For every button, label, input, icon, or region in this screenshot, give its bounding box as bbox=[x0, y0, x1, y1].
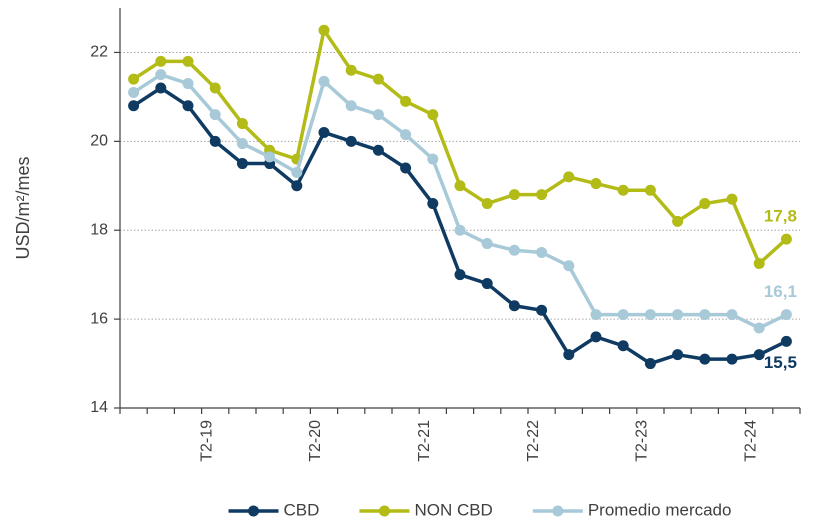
marker bbox=[372, 109, 384, 121]
data-label: 15,5 bbox=[764, 353, 797, 372]
x-tick-label: T2-23 bbox=[634, 420, 651, 462]
marker bbox=[617, 184, 629, 196]
marker bbox=[400, 129, 412, 141]
marker bbox=[128, 86, 140, 98]
marker bbox=[400, 162, 412, 174]
legend-label: NON CBD bbox=[414, 500, 492, 519]
marker bbox=[644, 309, 656, 321]
y-tick-label: 22 bbox=[90, 44, 108, 61]
marker bbox=[563, 171, 575, 183]
marker bbox=[481, 238, 493, 250]
marker bbox=[780, 335, 792, 347]
marker bbox=[672, 349, 684, 361]
marker bbox=[155, 55, 167, 67]
marker bbox=[590, 331, 602, 343]
marker bbox=[753, 258, 765, 270]
legend-label: CBD bbox=[284, 500, 320, 519]
marker bbox=[780, 309, 792, 321]
marker bbox=[155, 69, 167, 81]
marker bbox=[563, 349, 575, 361]
y-tick-label: 20 bbox=[90, 133, 108, 150]
marker bbox=[481, 198, 493, 210]
marker bbox=[155, 82, 167, 94]
marker bbox=[699, 309, 711, 321]
marker bbox=[753, 322, 765, 334]
marker bbox=[454, 180, 466, 192]
marker bbox=[236, 138, 248, 150]
marker bbox=[372, 73, 384, 85]
marker bbox=[481, 278, 493, 290]
x-tick-label: T2-22 bbox=[525, 420, 542, 462]
marker bbox=[182, 100, 194, 112]
marker bbox=[726, 309, 738, 321]
marker bbox=[508, 189, 520, 201]
y-tick-label: 18 bbox=[90, 221, 108, 238]
y-tick-label: 14 bbox=[90, 399, 108, 416]
marker bbox=[699, 353, 711, 365]
marker bbox=[536, 304, 548, 316]
marker bbox=[182, 78, 194, 90]
legend-marker bbox=[378, 505, 390, 517]
marker bbox=[590, 178, 602, 190]
y-tick-label: 16 bbox=[90, 310, 108, 327]
marker bbox=[182, 55, 194, 67]
marker bbox=[427, 198, 439, 210]
marker bbox=[536, 246, 548, 258]
marker bbox=[644, 184, 656, 196]
y-axis-label: USD/m²/mes bbox=[13, 157, 33, 260]
marker bbox=[590, 309, 602, 321]
marker bbox=[345, 64, 357, 76]
legend-marker bbox=[552, 505, 564, 517]
marker bbox=[128, 100, 140, 112]
legend-label: Promedio mercado bbox=[588, 500, 732, 519]
marker bbox=[345, 135, 357, 147]
marker bbox=[345, 100, 357, 112]
marker bbox=[753, 349, 765, 361]
marker bbox=[318, 24, 330, 36]
marker bbox=[454, 224, 466, 236]
marker bbox=[209, 109, 221, 121]
marker bbox=[291, 180, 303, 192]
marker bbox=[236, 158, 248, 170]
marker bbox=[672, 215, 684, 227]
marker bbox=[699, 198, 711, 210]
marker bbox=[726, 193, 738, 205]
marker bbox=[536, 189, 548, 201]
marker bbox=[454, 269, 466, 281]
marker bbox=[209, 135, 221, 147]
marker bbox=[318, 75, 330, 87]
series-line bbox=[132, 72, 788, 330]
marker bbox=[427, 153, 439, 165]
marker bbox=[264, 151, 276, 163]
marker bbox=[563, 260, 575, 272]
marker bbox=[617, 309, 629, 321]
marker bbox=[372, 144, 384, 156]
marker bbox=[291, 166, 303, 178]
marker bbox=[672, 309, 684, 321]
marker bbox=[617, 340, 629, 352]
data-label: 16,1 bbox=[764, 282, 797, 301]
marker bbox=[726, 353, 738, 365]
legend: CBD NON CBD Promedio mercado bbox=[228, 500, 732, 519]
marker bbox=[644, 358, 656, 370]
legend-marker bbox=[248, 505, 260, 517]
x-tick-label: T2-21 bbox=[416, 420, 433, 462]
marker bbox=[427, 109, 439, 121]
data-label: 17,8 bbox=[764, 207, 797, 226]
marker bbox=[318, 126, 330, 138]
marker bbox=[128, 73, 140, 85]
marker bbox=[209, 82, 221, 94]
marker bbox=[236, 118, 248, 130]
x-tick-label: T2-19 bbox=[198, 420, 215, 462]
x-tick-label: T2-20 bbox=[307, 420, 324, 462]
marker bbox=[508, 244, 520, 256]
marker bbox=[780, 233, 792, 245]
marker bbox=[508, 300, 520, 312]
marker bbox=[400, 95, 412, 107]
x-tick-label: T2-24 bbox=[742, 420, 759, 462]
